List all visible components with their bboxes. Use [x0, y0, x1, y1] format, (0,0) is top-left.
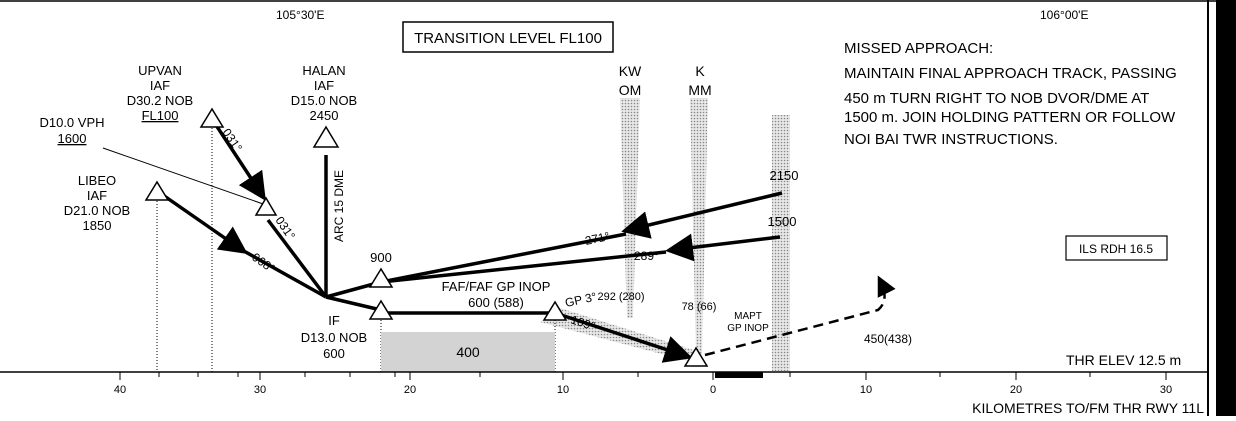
libeo-distance: D21.0 NOB — [64, 203, 130, 218]
mapt-gp-inop: GP INOP — [727, 323, 769, 334]
runway-bar — [715, 372, 763, 378]
transition-level-text: TRANSITION LEVEL FL100 — [414, 30, 602, 47]
fix-900-icon — [368, 267, 394, 288]
upvan-level: FL100 — [142, 108, 179, 123]
tick-10: 10 — [557, 384, 569, 396]
track-068: 068° — [249, 250, 278, 276]
d10-name: D10.0 VPH — [39, 115, 104, 130]
altitude-2150: 2150 — [770, 168, 799, 183]
missed-approach-line-1: MAINTAIN FINAL APPROACH TRACK, PASSING — [844, 65, 1177, 82]
libeo-fix-icon — [144, 180, 170, 201]
track-031-upper: 031° — [220, 126, 246, 155]
track-031-lower: 031° — [273, 214, 299, 243]
halan-distance: D15.0 NOB — [291, 93, 357, 108]
lon-left-label: 105°30'E — [276, 8, 324, 22]
track-289: 289° — [634, 249, 659, 263]
altitude-1500: 1500 — [768, 214, 797, 229]
track-271: 271° — [584, 229, 611, 248]
tick-40: 40 — [114, 384, 126, 396]
axis-label: KILOMETRES TO/FM THR RWY 11L — [972, 400, 1204, 416]
mm-height: 78 (66) — [682, 301, 717, 313]
upvan-distance: D30.2 NOB — [127, 93, 193, 108]
halan-altitude: 2450 — [310, 108, 339, 123]
if-altitude: 600 — [323, 346, 345, 361]
tick-30: 30 — [254, 384, 266, 396]
thr-elev: THR ELEV 12.5 m — [1066, 352, 1181, 368]
missed-approach-text: MISSED APPROACH: MAINTAIN FINAL APPROACH… — [844, 40, 1177, 148]
missed-approach-line-2: 450 m TURN RIGHT TO NOB DVOR/DME AT — [844, 90, 1149, 107]
if-distance: D13.0 NOB — [301, 330, 367, 345]
mapt-fix-icon — [683, 346, 709, 367]
tick-20-right: 20 — [1010, 384, 1022, 396]
libeo-altitude: 1850 — [83, 218, 112, 233]
outer-marker-cone — [620, 98, 640, 318]
halan-fix-icon — [312, 125, 340, 148]
missed-approach-line-3: 1500 m. JOIN HOLDING PATTERN OR FOLLOW — [844, 109, 1176, 126]
lon-right-label: 106°00'E — [1040, 8, 1088, 22]
arc-15-dme: ARC 15 DME — [332, 170, 346, 242]
faf-name: FAF/FAF GP INOP — [442, 279, 551, 294]
upvan-name: UPVAN — [138, 63, 182, 78]
missed-approach-title: MISSED APPROACH: — [844, 40, 993, 57]
tick-30-right: 30 — [1160, 384, 1172, 396]
d10-altitude: 1600 — [58, 131, 87, 146]
d10-fix-icon — [254, 196, 278, 216]
faf-altitude: 600 (588) — [468, 295, 524, 310]
om-height: 292 (280) — [597, 291, 644, 303]
tick-20: 20 — [404, 384, 416, 396]
altitude-900: 900 — [370, 250, 392, 265]
transition-level-box — [402, 21, 614, 53]
tick-10-right: 10 — [860, 384, 872, 396]
k-label: K — [695, 63, 705, 79]
halan-iaf: IAF — [314, 78, 334, 93]
libeo-iaf: IAF — [87, 188, 107, 203]
om-label: OM — [619, 82, 642, 98]
kw-label: KW — [619, 63, 642, 79]
upvan-fix-icon — [199, 107, 225, 128]
ils-rdh-box — [1065, 235, 1168, 261]
missed-approach-line-4: NOI BAI TWR INSTRUCTIONS. — [844, 131, 1058, 148]
if-fix-icon — [368, 299, 394, 320]
faf-fix-icon — [542, 300, 568, 321]
mapt-name: MAPT — [734, 311, 762, 322]
mm-label: MM — [688, 82, 711, 98]
altitude-450: 450(438) — [864, 332, 912, 346]
middle-marker-cone — [690, 98, 708, 355]
upvan-iaf: IAF — [150, 78, 170, 93]
ils-rdh-text: ILS RDH 16.5 — [1079, 242, 1153, 256]
tick-0: 0 — [710, 384, 716, 396]
if-name: IF — [328, 313, 340, 328]
altitude-400-box — [381, 332, 555, 372]
glidepath-3: GP 3° — [564, 290, 598, 310]
halan-name: HALAN — [302, 63, 345, 78]
altitude-400-label: 400 — [456, 344, 480, 360]
libeo-name: LIBEO — [78, 173, 116, 188]
missed-approach-zone — [772, 115, 790, 371]
